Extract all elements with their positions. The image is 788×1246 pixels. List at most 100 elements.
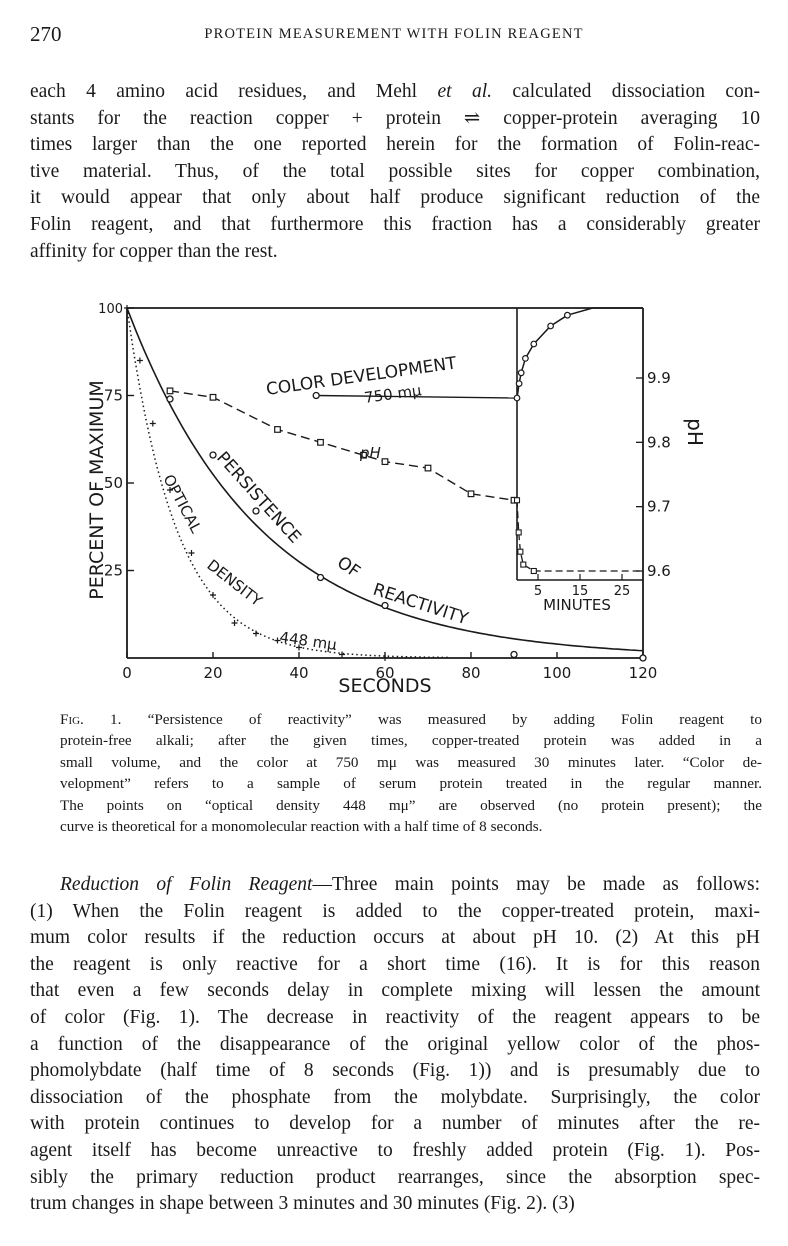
fig-label: Fig. (60, 711, 84, 728)
inset-ph-point (515, 529, 522, 536)
paragraph-2-line: of color (Fig. 1). The decrease in react… (30, 1006, 760, 1028)
ph-point (166, 387, 174, 395)
label-ph: pH (359, 444, 381, 462)
page-header: 270 PROTEIN MEASUREMENT WITH FOLIN REAGE… (30, 22, 758, 52)
persistence-point (510, 650, 518, 659)
ph-tick-label: 9.7 (647, 498, 671, 516)
x-tick-label: 120 (629, 664, 658, 682)
ph-point (424, 464, 432, 472)
paragraph-2-line: that even a few seconds delay in complet… (30, 980, 760, 1002)
color-development-point (547, 322, 554, 330)
color-development-point (513, 394, 521, 402)
color-development-point (564, 311, 571, 319)
label-optical: OPTICAL (159, 471, 205, 536)
paragraph-2-line: with protein continues to develop for a … (30, 1113, 760, 1135)
label-color-development: COLOR DEVELOPMENT (265, 353, 458, 400)
optical-density-point (210, 592, 216, 598)
ph-point (209, 393, 217, 401)
paragraph-2: Reduction of Folin Reagent—Three main po… (30, 872, 760, 1218)
inset-x-label: MINUTES (543, 596, 611, 614)
color-development-point (515, 380, 523, 387)
paragraph-2-line: trum changes in shape between 3 minutes … (30, 1193, 575, 1215)
x-tick-label: 20 (203, 664, 222, 682)
ph-tick-label: 9.6 (647, 562, 671, 580)
paragraph-1-line: Folin reagent, and that furthermore this… (30, 213, 760, 235)
section-heading: Reduction of Folin Reagent (60, 874, 313, 895)
optical-density-point (339, 651, 345, 658)
y-axis-label: PERCENT OF MAXIMUM (86, 380, 108, 599)
et-al: et al. (437, 81, 492, 102)
label-optical-wavelength: 448 mμ (278, 628, 338, 654)
x-tick-label: 100 (543, 664, 572, 682)
inset-x-tick-label: 25 (614, 584, 631, 599)
color-development-point (517, 369, 525, 377)
optical-density-point (274, 637, 281, 644)
paragraph-2-line: Reduction of Folin Reagent—Three main po… (60, 874, 760, 895)
label-persistence-of: OF (333, 553, 363, 583)
label-density: DENSITY (204, 556, 267, 610)
color-development-point (522, 354, 529, 362)
y-tick-label: 100 (98, 302, 123, 317)
y-ticks: 100 75 50 25 (98, 302, 134, 580)
x-tick-label: 80 (461, 664, 480, 682)
ph-point (317, 438, 324, 446)
paragraph-1-line: tive material. Thus, of the total possib… (30, 160, 760, 182)
inset-x-tick-label: 5 (534, 584, 542, 599)
color-development-point (530, 340, 538, 348)
y-tick-label: 50 (104, 474, 123, 492)
ph-tick-label: 9.8 (647, 433, 671, 451)
x-tick-label: 0 (122, 664, 132, 682)
ph-curve (169, 390, 515, 501)
ph-point (381, 458, 389, 466)
caption-line: velopment” refers to a sample of serum p… (60, 775, 762, 793)
inset-x-tick-label: 15 (572, 584, 589, 599)
x-axis-label: SECONDS (338, 675, 431, 697)
caption-line: protein-free alkali; after the given tim… (60, 732, 762, 750)
paragraph-2-line: phomolybdate (half time of 8 seconds (Fi… (30, 1060, 760, 1082)
inset-ph-curve (516, 500, 643, 572)
color-development-leader-point (312, 391, 320, 400)
persistence-point (252, 507, 260, 515)
paragraph-2-line: dissociation of the phosphate from the m… (30, 1086, 760, 1108)
inset-ph-point (530, 567, 537, 575)
paragraph-2-line: sibly the primary reduction product rear… (30, 1166, 760, 1188)
figure-caption: Fig. 1. “Persistence of reactivity” was … (60, 709, 762, 837)
caption-line: Fig. 1. “Persistence of reactivity” was … (60, 711, 762, 728)
inset-ph-point (513, 497, 521, 504)
paragraph-1-line: each 4 amino acid residues, and Mehl et … (30, 81, 760, 102)
optical-density-point (149, 420, 156, 427)
ph-point (274, 426, 281, 433)
color-development-curve (516, 307, 643, 399)
paragraph-1: each 4 amino acid residues, and Mehl et … (30, 79, 760, 265)
paragraph-2-line: a function of the disappearance of the o… (30, 1033, 760, 1055)
ph-tick-label: 9.9 (647, 369, 671, 387)
persistence-point (166, 395, 174, 403)
optical-density-point (231, 620, 238, 626)
series-layer (124, 305, 647, 662)
optical-density-point (136, 357, 143, 364)
optical-density-point (253, 630, 259, 637)
x-tick-label: 40 (289, 664, 308, 682)
persistence-point (209, 451, 217, 459)
paragraph-2-line: mum color results if the reduction occur… (30, 927, 760, 949)
optical-density-point (296, 644, 302, 651)
ph-axis-label: pH (683, 418, 707, 446)
persistence-point (639, 654, 647, 662)
paragraph-2-line: agent itself has become unreactive to fr… (30, 1139, 760, 1161)
paragraph-2-line: the reagent is only reactive for a short… (30, 953, 760, 975)
inset-ph-point (517, 548, 524, 555)
paragraph-1-line: affinity for copper than the rest. (30, 240, 278, 262)
running-title: PROTEIN MEASUREMENT WITH FOLIN REAGENT (204, 26, 584, 42)
paragraph-1-line: it would appear that only about half pro… (30, 187, 760, 209)
page-number: 270 (30, 22, 62, 46)
optical-density-point (382, 655, 388, 661)
ph-ticks: 9.9 9.8 9.7 9.6 (636, 369, 671, 580)
label-persistence: PERSISTENCE (212, 448, 304, 547)
caption-line: The points on “optical density 448 mμ” a… (60, 796, 762, 814)
x-tick-label: 60 (375, 664, 394, 682)
caption-line: small volume, and the color at 750 mμ wa… (60, 753, 762, 771)
paragraph-2-line: (1) When the Folin reagent is added to t… (30, 900, 760, 922)
x-ticks: 0 20 40 60 80 100 120 (122, 652, 657, 682)
paragraph-1-line: times larger than the one reported herei… (30, 134, 760, 156)
